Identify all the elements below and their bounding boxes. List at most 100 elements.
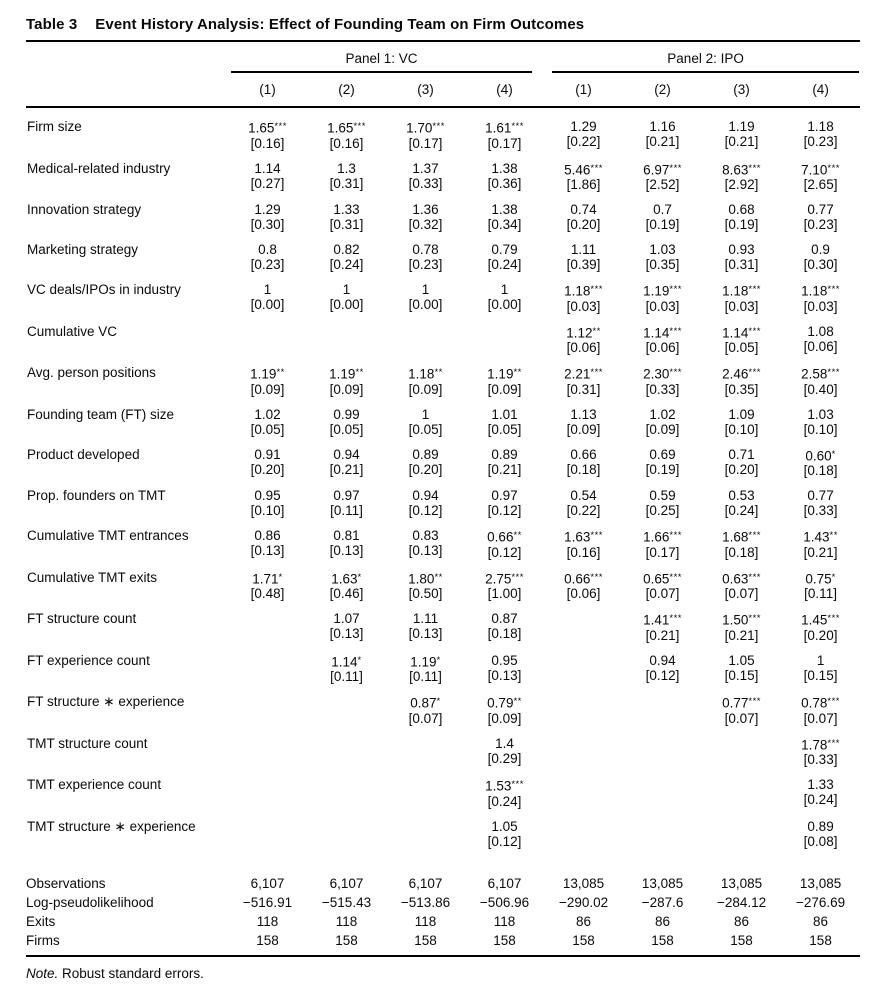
coef-value: 1.18***	[801, 283, 840, 299]
coef-value: 0.95	[254, 488, 281, 503]
standard-error: [0.07]	[645, 586, 680, 601]
coef-value: 1.38	[491, 202, 518, 217]
table-top-rule	[26, 40, 860, 42]
coef-value: 0.78***	[801, 695, 840, 711]
significance-stars: **	[829, 530, 838, 541]
coef-cell: 1.03 [0.10]	[781, 406, 860, 446]
coef-value: 0.7	[653, 202, 672, 217]
standard-error: [0.21]	[803, 544, 838, 560]
significance-stars: ***	[353, 121, 366, 132]
stat-row: Log-pseudolikelihood −516.91 −515.43 −513.8…	[26, 893, 860, 912]
panel-2-header: Panel 2: IPO	[544, 42, 860, 74]
standard-error: [0.31]	[329, 175, 364, 191]
coef-cell: 2.58*** [0.40]	[781, 364, 860, 406]
standard-error: [0.31]	[329, 217, 364, 232]
coef-cell: 0.66** [0.12]	[465, 527, 544, 569]
row-label: Marketing strategy	[27, 242, 139, 257]
standard-error: [0.12]	[487, 833, 522, 849]
coef-cell: 1.63* [0.46]	[307, 569, 386, 611]
coef-cell: 1.19 [0.21]	[702, 107, 781, 160]
standard-error: [0.06]	[803, 338, 838, 354]
coef-cell	[228, 323, 307, 365]
standard-error: [0.19]	[645, 461, 680, 477]
coef-cell: 1 [0.00]	[228, 281, 307, 323]
coef-value: 1.33	[807, 777, 834, 792]
coef-value: 0.66**	[487, 529, 522, 545]
significance-stars: *	[357, 654, 362, 666]
coef-value: 1.3	[337, 160, 356, 176]
coef-cell: 0.7 [0.19]	[623, 201, 702, 241]
stat-value: 6,107	[487, 875, 522, 891]
standard-error: [0.05]	[724, 340, 759, 355]
standard-error: [0.08]	[803, 833, 838, 849]
coef-value: 0.77	[807, 202, 834, 217]
coef-cell: 0.94 [0.12]	[386, 487, 465, 527]
coef-cell	[544, 818, 623, 858]
coef-cell: 1.29 [0.22]	[544, 107, 623, 160]
standard-error: [0.46]	[329, 586, 364, 601]
standard-error: [0.07]	[724, 710, 759, 726]
row-label: Cumulative VC	[27, 323, 118, 339]
coef-value: 1.02	[649, 406, 676, 422]
table-row: VC deals/IPOs in industry 1 [0.00] 1 [0.00] 1…	[26, 281, 860, 323]
coef-cell: 5.46*** [1.86]	[544, 160, 623, 202]
coef-cell	[307, 776, 386, 818]
standard-error: [0.21]	[329, 461, 364, 477]
coef-cell: 0.74 [0.20]	[544, 201, 623, 241]
stat-label: Exits	[26, 913, 56, 929]
coef-cell: 1.16 [0.21]	[623, 107, 702, 160]
coef-cell: 1.18*** [0.03]	[781, 281, 860, 323]
standard-error: [0.11]	[330, 503, 363, 518]
coef-cell: 0.77*** [0.07]	[702, 693, 781, 735]
coef-cell: 1.19* [0.11]	[386, 652, 465, 694]
coef-cell: 0.69 [0.19]	[623, 446, 702, 488]
coef-cell: 1.18 [0.23]	[781, 107, 860, 160]
standard-error: [0.31]	[566, 381, 601, 397]
coef-cell: 0.82 [0.24]	[307, 241, 386, 281]
standard-error: [0.09]	[566, 421, 601, 437]
coef-cell: 1.63*** [0.16]	[544, 527, 623, 569]
row-label: Prop. founders on TMT	[27, 488, 166, 503]
table-row: Founding team (FT) size 1.02 [0.05] 0.99 [0.…	[26, 406, 860, 446]
table-title: Event History Analysis: Effect of Foundi…	[95, 16, 585, 33]
standard-error: [0.22]	[566, 503, 601, 518]
coef-value: 1.66***	[643, 529, 682, 545]
coef-value: 0.66	[570, 446, 597, 462]
standard-error: [0.48]	[250, 586, 285, 601]
coef-value: 1.4	[495, 735, 514, 751]
coef-value: 0.95	[491, 652, 518, 668]
significance-stars: **	[434, 571, 443, 583]
significance-stars: *	[278, 571, 283, 583]
coef-cell: 1.80** [0.50]	[386, 569, 465, 611]
coef-cell: 0.87* [0.07]	[386, 693, 465, 735]
significance-stars: ***	[590, 162, 603, 174]
coef-value: 0.86	[254, 528, 281, 543]
coef-cell: 1.71* [0.48]	[228, 569, 307, 611]
standard-error: [0.05]	[487, 421, 522, 437]
significance-stars: **	[592, 325, 601, 337]
coef-cell: 1.38 [0.36]	[465, 160, 544, 202]
coef-value: 1	[263, 282, 272, 297]
coef-value: 1.38	[491, 160, 518, 176]
coef-cell	[702, 776, 781, 818]
coef-cell	[465, 323, 544, 365]
panel-2-label: Panel 2: IPO	[552, 51, 860, 73]
coef-cell	[228, 735, 307, 777]
standard-error: [0.09]	[329, 381, 364, 397]
coef-cell: 0.91 [0.20]	[228, 446, 307, 488]
coef-cell: 0.77 [0.33]	[781, 487, 860, 527]
stat-row: Firms 158 158 158 158 158 158 158 158	[26, 931, 860, 950]
coef-value: 1.12**	[566, 325, 601, 340]
coef-value: 0.60*	[805, 448, 836, 463]
coef-value: 1	[816, 652, 825, 668]
standard-error: [0.00]	[250, 297, 285, 312]
stat-value: −276.69	[795, 894, 846, 910]
table-row: TMT structure ∗ experience 1.05 [0.12] 0.89…	[26, 818, 860, 858]
coef-value: 2.75***	[485, 571, 524, 586]
coef-value: 0.79**	[487, 695, 522, 711]
standard-error: [0.24]	[487, 793, 522, 809]
coef-value: 0.66***	[564, 571, 603, 586]
significance-stars: **	[513, 367, 522, 378]
coef-cell: 1.43** [0.21]	[781, 527, 860, 569]
coef-cell: 1.65*** [0.16]	[228, 107, 307, 160]
